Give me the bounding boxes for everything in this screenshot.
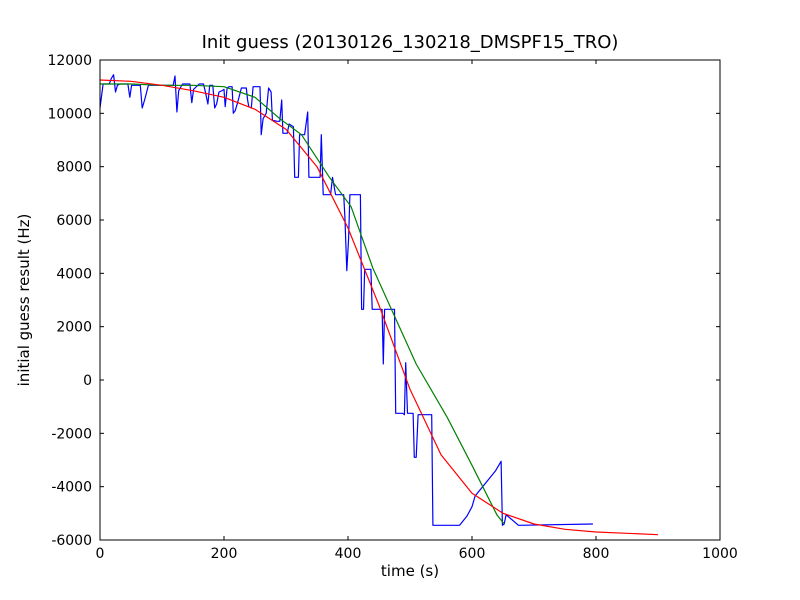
series-line-3 <box>100 79 659 536</box>
y-tick-label: -2000 <box>51 426 92 442</box>
x-tick-label: 200 <box>211 546 238 562</box>
y-tick-label: 10000 <box>47 106 92 122</box>
y-tick-label: 2000 <box>56 320 92 336</box>
x-tick-label: 400 <box>335 546 362 562</box>
series-line-2 <box>100 83 505 525</box>
y-axis: -6000 -4000 -2000 0 2000 4000 6000 8000 10000 120… <box>47 53 720 549</box>
series-layer <box>100 74 659 536</box>
x-axis: 0 200 400 600 800 1000 <box>96 60 738 562</box>
y-tick-label: -6000 <box>51 533 92 549</box>
chart-title: Init guess (20130126_130218_DMSPF15_TRO) <box>202 32 619 53</box>
x-axis-label: time (s) <box>381 562 439 580</box>
x-tick-label: 0 <box>96 546 105 562</box>
y-axis-label: initial guess result (Hz) <box>15 214 33 387</box>
series-line-1 <box>100 74 593 526</box>
x-tick-label: 1000 <box>702 546 738 562</box>
plot-frame <box>99 59 721 541</box>
y-tick-label: 4000 <box>56 266 92 282</box>
y-tick-label: 0 <box>83 373 92 389</box>
y-tick-label: 6000 <box>56 213 92 229</box>
y-tick-label: 12000 <box>47 53 92 69</box>
x-tick-label: 600 <box>459 546 486 562</box>
y-tick-label: -4000 <box>51 480 92 496</box>
y-tick-label: 8000 <box>56 160 92 176</box>
x-tick-label: 800 <box>583 546 610 562</box>
